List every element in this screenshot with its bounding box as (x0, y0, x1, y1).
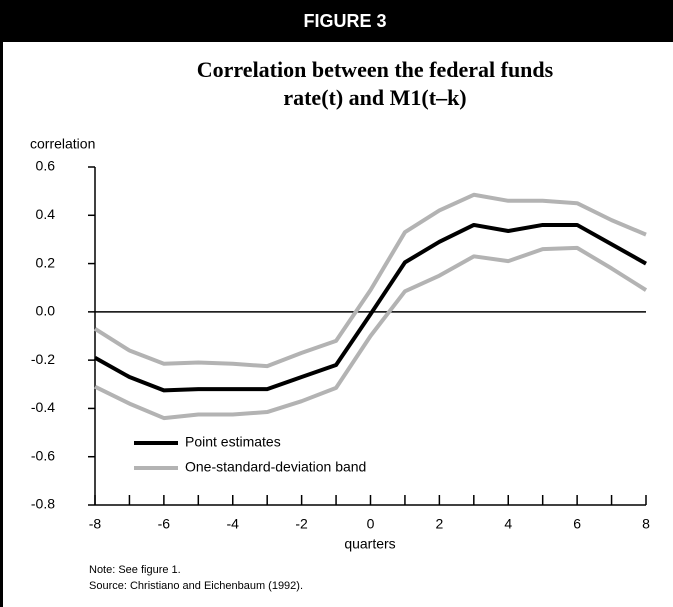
x-tick-label: 4 (504, 516, 512, 532)
note: Note: See figure 1. (89, 564, 181, 576)
x-tick-label: -2 (295, 516, 308, 532)
y-tick-label: -0.4 (31, 399, 55, 415)
x-tick-label: 8 (642, 516, 650, 532)
header: FIGURE 3 (303, 11, 386, 31)
chart-title: rate(t) and M1(t–k) (283, 85, 466, 110)
band-line (94, 245, 648, 421)
y-tick-label: -0.2 (31, 351, 55, 367)
y-axis-label: correlation (30, 136, 95, 152)
y-tick-label: 0.6 (36, 158, 56, 174)
legend-label: One-standard-deviation band (185, 459, 366, 475)
note: Source: Christiano and Eichenbaum (1992)… (89, 580, 303, 592)
y-tick-label: -0.8 (31, 496, 55, 512)
y-tick-label: 0.0 (36, 303, 56, 319)
header-bar (0, 0, 673, 42)
x-axis-label: quarters (344, 536, 395, 552)
x-tick-label: 2 (435, 516, 443, 532)
y-tick-label: 0.2 (36, 254, 56, 270)
legend-label: Point estimates (185, 434, 281, 450)
line (93, 192, 647, 369)
x-tick-label: 0 (367, 516, 375, 532)
chart-title: Correlation between the federal funds (197, 57, 554, 82)
x-tick-label: -4 (227, 516, 240, 532)
y-tick-label: -0.6 (31, 447, 55, 463)
left-border (0, 0, 3, 607)
x-tick-label: -8 (89, 516, 102, 532)
y-tick-label: 0.4 (36, 206, 56, 222)
x-tick-label: 6 (573, 516, 581, 532)
line (94, 222, 647, 393)
x-tick-label: -6 (158, 516, 171, 532)
